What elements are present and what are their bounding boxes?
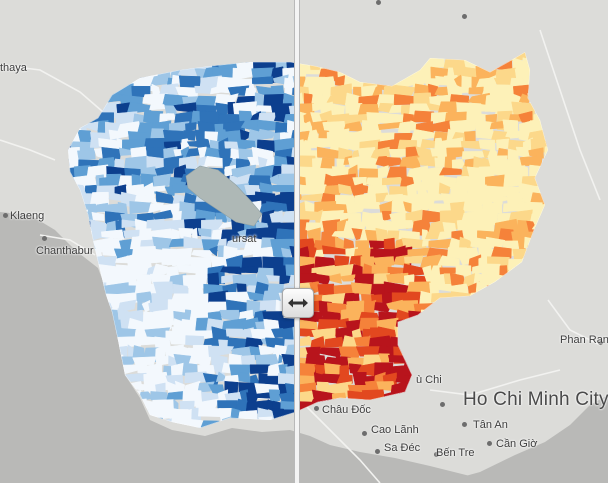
city-dot-phan-rang <box>598 340 603 345</box>
city-dot-tan-an <box>462 422 467 427</box>
swipe-handle[interactable] <box>282 288 314 318</box>
vietnam-coast <box>440 395 608 483</box>
label-pursat: ursat <box>232 233 257 245</box>
label-ho-chi-minh-city: Ho Chi Minh City <box>463 389 608 410</box>
city-dot-top-1 <box>376 0 381 5</box>
label-tan-an: Tân An <box>473 419 508 431</box>
city-dot-chau-doc <box>314 406 319 411</box>
city-dot-top-2 <box>462 14 467 19</box>
tonle-sap-lake <box>185 165 263 227</box>
label-sa-dec: Sa Đéc <box>384 442 421 454</box>
city-dot-chanthaburi <box>42 236 47 241</box>
label-can-gio: Cần Giờ <box>496 438 538 450</box>
gulf-sea <box>0 212 500 483</box>
label-ben-tre: Bến Tre <box>436 447 475 459</box>
label-klaeng: Klaeng <box>10 210 45 222</box>
swipe-divider[interactable] <box>294 0 300 483</box>
city-dot-cao-lanh <box>362 431 367 436</box>
label-thaya: thaya <box>0 62 27 74</box>
city-dot-hcmc <box>440 402 445 407</box>
city-dot-can-gio <box>487 441 492 446</box>
label-chau-doc: Châu Đốc <box>322 404 371 416</box>
label-chanthaburi: Chanthabur <box>36 245 94 257</box>
cambodia-outline <box>68 52 548 428</box>
city-dot-ben-tre <box>434 452 439 457</box>
label-chi-fragment: ù Chi <box>416 374 442 386</box>
city-dot-sa-dec <box>375 449 380 454</box>
horizontal-double-arrow-icon <box>288 298 308 308</box>
city-dot-klaeng <box>3 213 8 218</box>
label-cao-lanh: Cao Lãnh <box>371 424 419 436</box>
label-phan-rang: Phan Rang <box>560 334 608 346</box>
road-lines <box>0 29 601 483</box>
